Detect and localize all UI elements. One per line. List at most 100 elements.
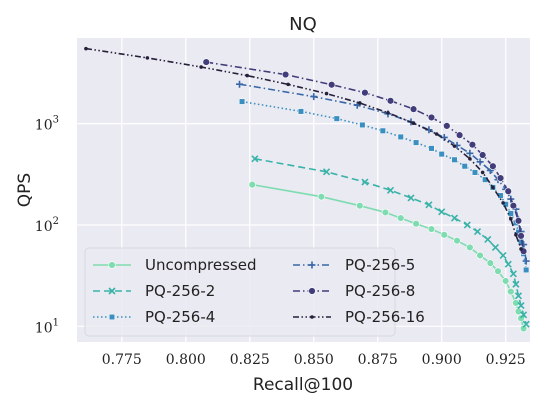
legend-item: Uncompressed <box>93 256 257 274</box>
data-point <box>509 270 517 278</box>
chart-title: NQ <box>289 14 317 35</box>
data-point <box>434 132 439 136</box>
data-point <box>324 91 329 96</box>
series-pq-256-2 <box>251 155 530 328</box>
data-point <box>407 194 415 202</box>
data-point <box>428 145 435 152</box>
legend-label: PQ-256-5 <box>345 256 415 274</box>
data-point <box>480 170 485 175</box>
data-point <box>379 127 386 134</box>
data-point <box>397 133 404 140</box>
legend-marker <box>108 313 116 321</box>
x-tick-label: 0.775 <box>102 352 142 368</box>
data-point <box>386 97 395 105</box>
data-point <box>476 158 484 166</box>
y-tick-label: 103 <box>35 115 59 134</box>
data-point <box>509 201 518 210</box>
data-point <box>519 247 523 251</box>
data-point <box>440 231 448 239</box>
x-axis-label: Recall@100 <box>253 375 353 395</box>
data-point <box>251 155 259 163</box>
data-point <box>471 169 479 176</box>
data-point <box>494 267 502 275</box>
data-point <box>491 185 495 190</box>
data-point <box>514 232 518 237</box>
data-point <box>239 98 246 105</box>
data-point <box>427 225 436 233</box>
series-uncompressed <box>248 180 528 333</box>
data-point <box>358 101 362 105</box>
legend-item: PQ-256-8 <box>293 282 415 300</box>
data-point <box>466 149 474 157</box>
data-point <box>463 221 471 229</box>
data-point <box>522 320 530 328</box>
data-point <box>361 88 369 97</box>
data-point <box>386 110 390 115</box>
series-line <box>85 47 522 250</box>
data-point <box>509 217 513 221</box>
data-point <box>504 187 512 195</box>
legend-item: PQ-256-4 <box>93 308 215 326</box>
legend-marker <box>108 261 116 269</box>
data-point <box>468 140 477 149</box>
data-point <box>522 257 530 265</box>
legend-box <box>84 247 396 337</box>
data-point <box>443 122 451 130</box>
data-point <box>202 58 210 66</box>
data-point <box>359 121 366 129</box>
y-tick-base: 10 <box>35 219 53 235</box>
data-point <box>413 139 420 146</box>
legend-marker <box>308 287 316 295</box>
data-point <box>517 232 525 240</box>
data-point <box>496 174 505 182</box>
data-point <box>327 81 336 89</box>
data-point <box>84 46 88 51</box>
y-tick-label: 101 <box>35 317 59 336</box>
data-point <box>501 277 510 285</box>
y-tick-exponent: 1 <box>53 317 59 328</box>
y-tick-label: 102 <box>35 216 59 235</box>
data-point <box>245 73 249 78</box>
legend-item: PQ-256-16 <box>293 308 425 326</box>
data-point <box>473 228 482 236</box>
data-point <box>452 144 457 148</box>
data-point <box>517 302 525 310</box>
data-point <box>361 178 369 186</box>
data-point <box>412 219 420 228</box>
data-point <box>356 201 364 210</box>
x-tick-label: 0.900 <box>422 352 462 368</box>
series-pq-256-16 <box>84 46 523 251</box>
data-point <box>438 208 446 216</box>
x-ticks: 0.775 0.800 0.825 0.850 0.875 0.900 0.925 <box>102 352 526 368</box>
data-point <box>381 208 390 217</box>
data-point <box>317 193 326 201</box>
legend-item: PQ-256-5 <box>293 256 415 274</box>
data-point <box>478 151 487 159</box>
x-tick-label: 0.850 <box>294 352 334 368</box>
legend-label: PQ-256-2 <box>145 282 215 300</box>
data-point <box>491 243 500 252</box>
legend: Uncompressed PQ-256-2 PQ-256-4 PQ-256-5 PQ-2… <box>84 247 425 337</box>
y-tick-base: 10 <box>35 118 53 134</box>
legend-label: PQ-256-4 <box>145 308 215 326</box>
data-point <box>499 251 507 260</box>
data-point <box>427 113 436 122</box>
data-point <box>466 243 474 252</box>
data-point <box>248 180 257 189</box>
y-axis-label: QPS <box>15 173 35 207</box>
data-point <box>455 131 464 139</box>
legend-item: PQ-256-2 <box>93 282 215 300</box>
x-tick-label: 0.925 <box>486 352 526 368</box>
data-point <box>504 260 512 268</box>
data-point <box>145 56 150 60</box>
legend-label: PQ-256-16 <box>345 308 425 326</box>
series-pq-256-8 <box>202 58 528 255</box>
data-point <box>520 311 528 319</box>
data-point <box>199 65 203 69</box>
series-layer <box>84 46 530 333</box>
data-point <box>468 156 472 161</box>
data-point <box>450 214 459 222</box>
x-tick-label: 0.825 <box>230 352 270 368</box>
data-point <box>512 280 520 288</box>
